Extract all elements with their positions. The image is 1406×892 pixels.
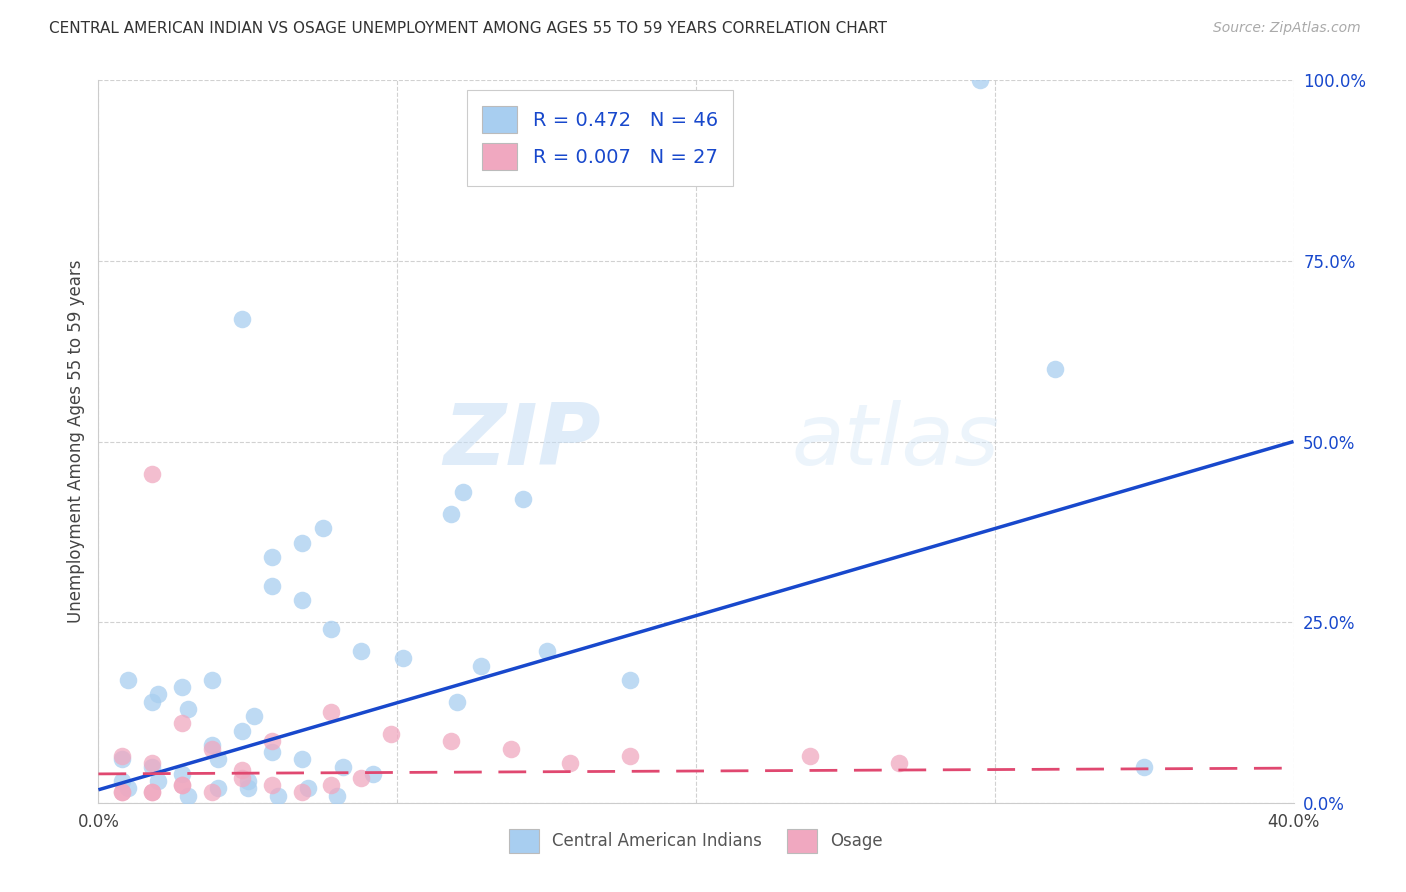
Point	[332, 760, 354, 774]
Point	[141, 756, 163, 770]
Point	[392, 651, 415, 665]
Point	[111, 774, 134, 789]
Point	[201, 741, 224, 756]
Point	[207, 752, 229, 766]
Point	[201, 785, 224, 799]
Point	[291, 535, 314, 549]
Point	[260, 579, 283, 593]
Point	[236, 781, 259, 796]
Point	[207, 781, 229, 796]
Point	[111, 785, 134, 799]
Point	[619, 748, 641, 763]
Point	[560, 756, 582, 770]
Text: CENTRAL AMERICAN INDIAN VS OSAGE UNEMPLOYMENT AMONG AGES 55 TO 59 YEARS CORRELAT: CENTRAL AMERICAN INDIAN VS OSAGE UNEMPLO…	[49, 21, 887, 36]
Point	[267, 789, 290, 803]
Point	[350, 771, 373, 785]
Point	[291, 752, 314, 766]
Point	[201, 673, 224, 687]
Point	[311, 521, 333, 535]
Point	[172, 778, 194, 792]
Point	[1043, 362, 1066, 376]
Point	[446, 695, 468, 709]
Point	[117, 781, 139, 796]
Point	[201, 738, 224, 752]
Point	[260, 550, 283, 565]
Point	[172, 716, 194, 731]
Point	[260, 745, 283, 759]
Point	[172, 680, 194, 694]
Point	[321, 623, 343, 637]
Point	[363, 767, 385, 781]
Point	[440, 734, 463, 748]
Point	[350, 644, 373, 658]
Point	[536, 644, 558, 658]
Point	[291, 785, 314, 799]
Point	[440, 507, 463, 521]
Point	[260, 734, 283, 748]
Text: Source: ZipAtlas.com: Source: ZipAtlas.com	[1213, 21, 1361, 35]
Text: atlas: atlas	[792, 400, 1000, 483]
Point	[470, 658, 492, 673]
Point	[231, 311, 253, 326]
Point	[889, 756, 911, 770]
Point	[117, 673, 139, 687]
Point	[512, 492, 534, 507]
Point	[236, 774, 259, 789]
Point	[243, 709, 266, 723]
Y-axis label: Unemployment Among Ages 55 to 59 years: Unemployment Among Ages 55 to 59 years	[66, 260, 84, 624]
Point	[148, 774, 170, 789]
Point	[111, 748, 134, 763]
Point	[172, 778, 194, 792]
Point	[231, 723, 253, 738]
Point	[177, 789, 200, 803]
Point	[141, 785, 163, 799]
Point	[231, 771, 253, 785]
Point	[969, 73, 991, 87]
Point	[291, 593, 314, 607]
Point	[326, 789, 349, 803]
Legend: Central American Indians, Osage: Central American Indians, Osage	[502, 822, 890, 860]
Text: ZIP: ZIP	[443, 400, 600, 483]
Point	[141, 467, 163, 481]
Point	[141, 695, 163, 709]
Point	[380, 727, 402, 741]
Point	[799, 748, 821, 763]
Point	[177, 702, 200, 716]
Point	[141, 785, 163, 799]
Point	[321, 778, 343, 792]
Point	[1133, 760, 1156, 774]
Point	[231, 764, 253, 778]
Point	[260, 778, 283, 792]
Point	[172, 767, 194, 781]
Point	[141, 760, 163, 774]
Point	[451, 485, 474, 500]
Point	[148, 687, 170, 701]
Point	[499, 741, 522, 756]
Point	[111, 785, 134, 799]
Point	[297, 781, 319, 796]
Point	[321, 706, 343, 720]
Point	[111, 752, 134, 766]
Point	[619, 673, 641, 687]
